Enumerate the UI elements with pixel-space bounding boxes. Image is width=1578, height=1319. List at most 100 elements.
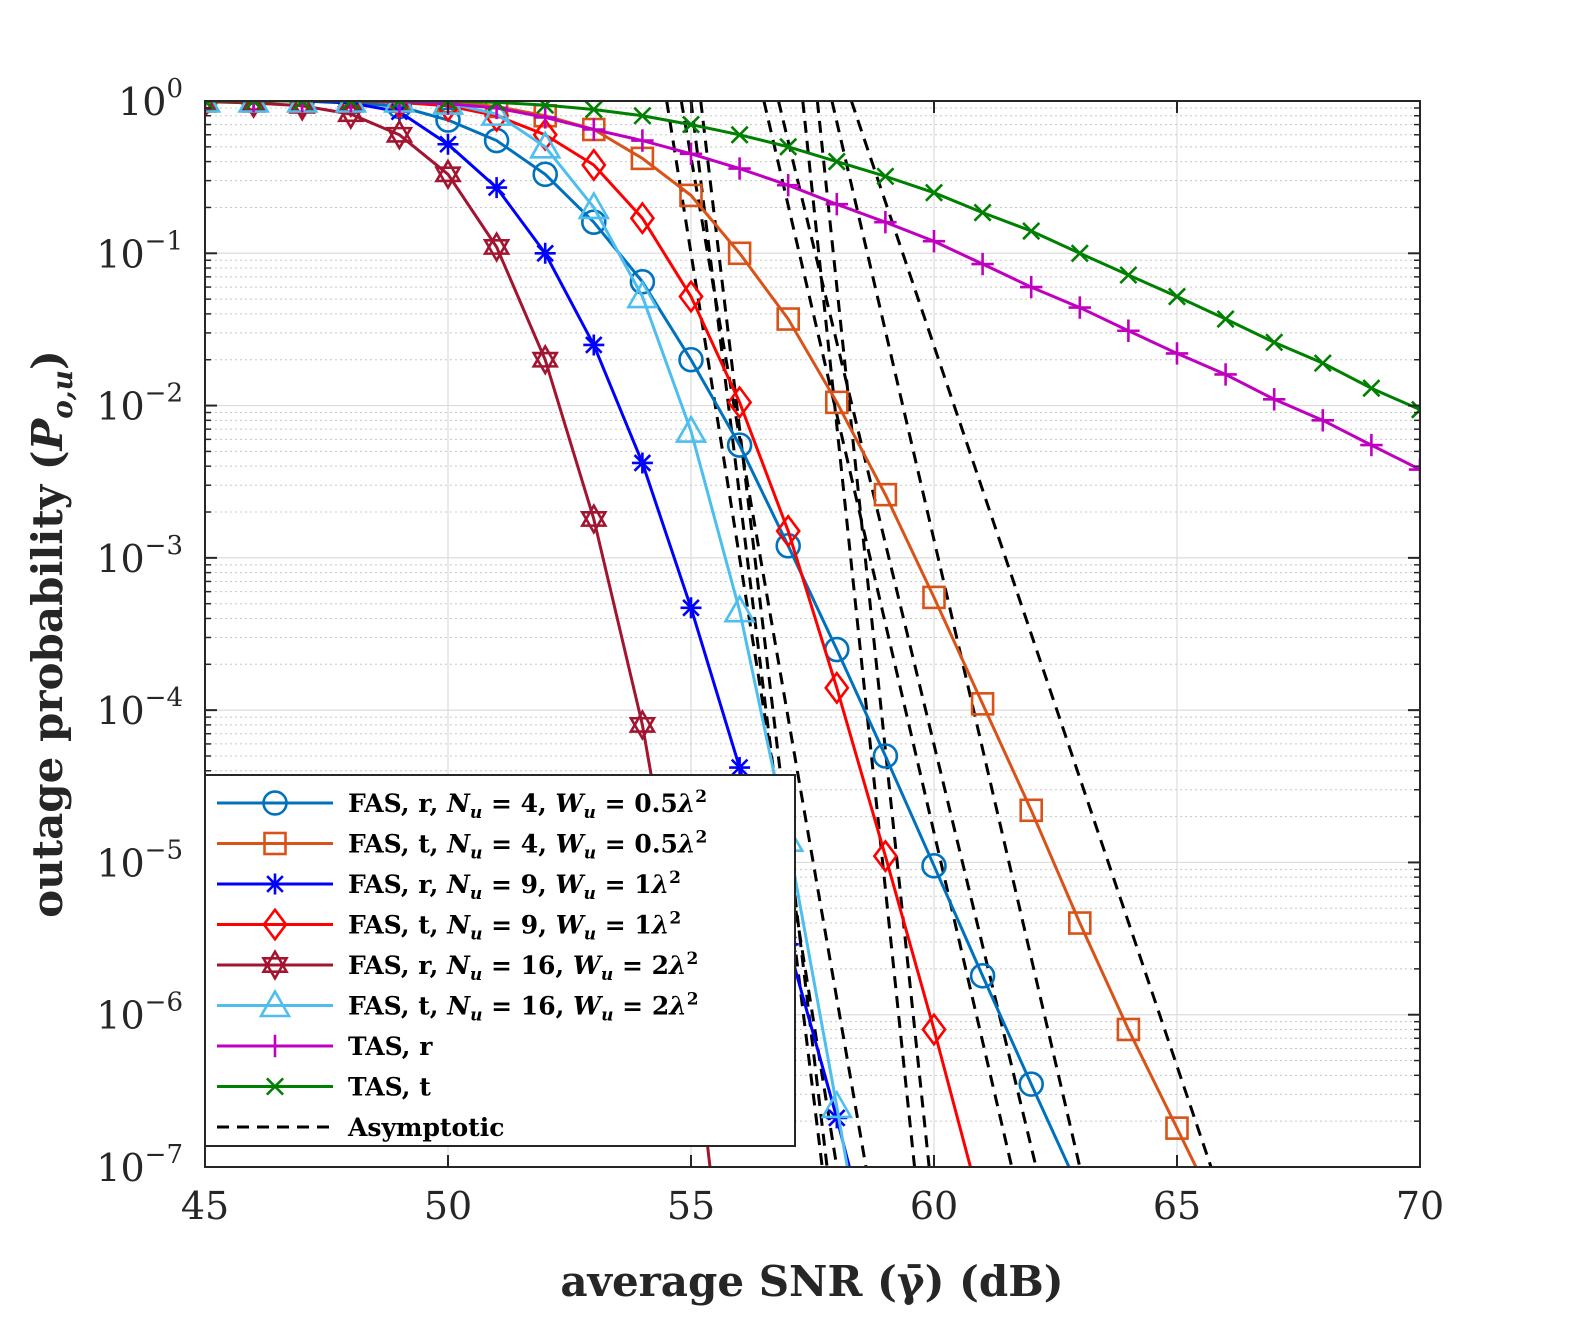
data-point: [438, 101, 458, 111]
data-point: [726, 432, 753, 458]
data-point: [921, 1012, 947, 1047]
data-point: [872, 743, 899, 769]
plot-frame: [204, 100, 1421, 1168]
data-point: [1018, 1071, 1044, 1097]
x-tick-label: 50: [424, 1184, 472, 1228]
legend-label-part: N: [446, 870, 471, 899]
data-point: [482, 231, 511, 263]
data-point: [628, 709, 657, 741]
series-7: [205, 101, 1420, 419]
legend-label-part: u: [470, 925, 482, 945]
data-point: [1068, 911, 1092, 935]
data-point: [291, 101, 314, 113]
legend-swatch-marker: [263, 1034, 287, 1058]
legend-label-part: = 1: [596, 870, 652, 899]
legend-label-part: FAS, r,: [348, 789, 447, 818]
legend-label-part: 2: [695, 828, 707, 848]
y-tick-label: 10−4: [96, 683, 183, 733]
legend-label: TAS, r: [348, 1032, 433, 1061]
asymptote-line: [777, 101, 1038, 1167]
legend-label-part: W: [556, 830, 587, 859]
data-point: [730, 125, 749, 144]
legend-label-part: = 4,: [482, 830, 555, 859]
y-tick-base: 10: [96, 689, 144, 733]
hexagram-triangle: [261, 957, 289, 981]
data-point: [873, 482, 898, 507]
data-point: [437, 133, 459, 155]
data-point: [723, 594, 756, 623]
legend-label-part: u: [584, 803, 596, 823]
legend-label-part: W: [555, 789, 586, 818]
legend-label-part: N: [446, 911, 471, 940]
hexagram-triangle: [434, 158, 462, 183]
legend-entry: TAS, r: [217, 1032, 433, 1061]
legend-swatch-marker: [262, 907, 288, 942]
legend-label-part: W: [556, 911, 587, 940]
asymptote-line: [830, 101, 1082, 1167]
data-point: [1408, 458, 1420, 481]
data-point: [1116, 1017, 1141, 1042]
data-point: [776, 307, 801, 331]
legend-entry: FAS, t, Nu = 16, Wu = 2λ2: [217, 988, 699, 1026]
data-point: [435, 101, 461, 123]
series-line: [205, 101, 1198, 1167]
data-point: [582, 118, 605, 141]
y-tick-base: 10: [96, 385, 144, 429]
data-point: [824, 671, 850, 705]
legend-label-part: FAS, t,: [348, 992, 447, 1021]
x-tick-label: 65: [1153, 1184, 1201, 1228]
data-point: [532, 161, 558, 188]
data-point: [969, 963, 996, 989]
data-point: [1119, 265, 1138, 285]
asymptote-line: [762, 101, 1014, 1167]
y-tick-exponent: −6: [145, 988, 183, 1018]
data-point: [534, 242, 556, 264]
legend-label-part: u: [584, 844, 596, 864]
data-point: [874, 211, 897, 234]
legend-label: FAS, t, Nu = 16, Wu = 2λ2: [348, 990, 699, 1026]
data-point: [1215, 1217, 1236, 1238]
series-line: [205, 101, 1420, 471]
series-3: [205, 101, 973, 1167]
data-point: [629, 201, 656, 236]
data-point: [289, 101, 315, 118]
data-point: [532, 117, 558, 152]
hexagram-triangle: [482, 239, 511, 263]
legend-label-part: 2: [669, 868, 681, 888]
data-point: [681, 115, 701, 134]
series-line: [205, 101, 849, 1167]
hexagram-triangle: [580, 511, 608, 535]
legend-label-part: = 16,: [482, 992, 573, 1021]
y-tick-exponent: −5: [145, 835, 183, 865]
y-tick-base: 10: [96, 841, 144, 885]
data-point: [487, 101, 506, 112]
data-point: [971, 252, 994, 276]
y-tick-base: 10: [96, 232, 144, 276]
data-point: [1165, 342, 1189, 365]
legend-label-part: λ: [668, 951, 687, 980]
data-point: [293, 101, 312, 111]
asymptote-line: [679, 101, 868, 1167]
y-tick-base: 10: [96, 537, 144, 581]
y-tick-exponent: −3: [145, 531, 183, 561]
data-point: [486, 177, 508, 199]
legend-entry: FAS, t, Nu = 4, Wu = 0.5λ2: [217, 828, 707, 864]
x-tick-label: 55: [667, 1184, 715, 1228]
data-point: [973, 203, 992, 222]
legend-label-part: N: [446, 789, 471, 818]
legend-label-part: λ: [677, 789, 696, 818]
hexagram-triangle: [580, 503, 608, 527]
data-point: [577, 190, 611, 220]
legend-box: [204, 774, 796, 1147]
legend-label-part: u: [470, 844, 482, 864]
data-point: [1022, 221, 1041, 241]
legend-label-part: λ: [668, 992, 687, 1021]
plot-series: [205, 101, 1420, 1238]
data-point: [583, 334, 605, 356]
data-point: [1214, 363, 1237, 386]
legend-label-part: λ: [651, 911, 670, 940]
legend-label-part: W: [573, 951, 604, 980]
data-point: [924, 183, 944, 202]
x-tick-label: 70: [1396, 1184, 1444, 1228]
